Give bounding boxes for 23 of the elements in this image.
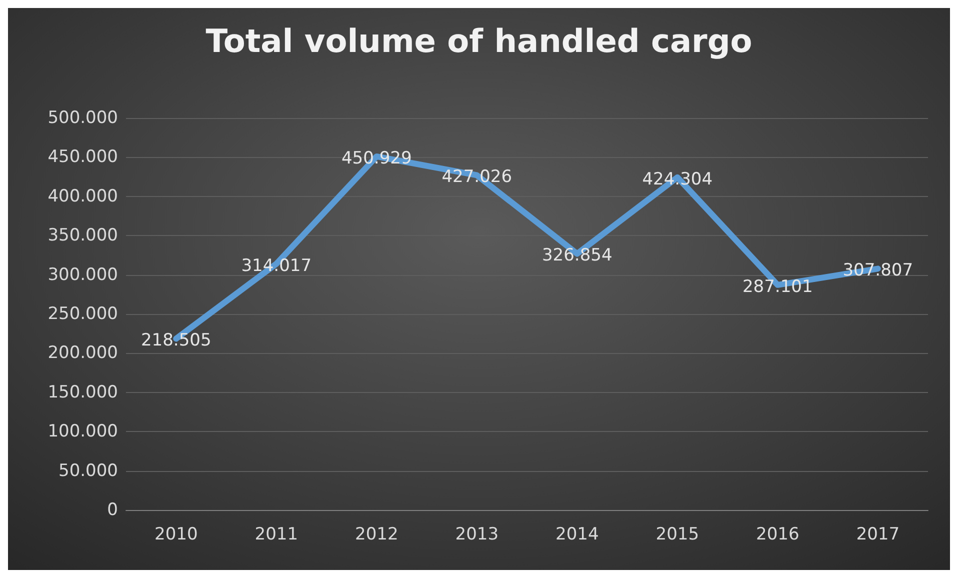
data-label: 218.505 [140, 330, 212, 351]
y-tick-label: 500.000 [48, 108, 118, 128]
y-tick-label: 50.000 [58, 460, 118, 481]
y-tick-label: 0 [107, 500, 118, 520]
x-tick-label: 2012 [354, 524, 398, 544]
data-label: 326.854 [542, 246, 612, 266]
y-tick-label: 200.000 [48, 343, 118, 364]
y-tick-label: 350.000 [48, 226, 118, 246]
y-tick-label: 100.000 [48, 422, 118, 442]
chart-title: Total volume of handled cargo [206, 22, 752, 60]
x-tick-label: 2010 [154, 524, 198, 544]
y-tick-label: 250.000 [48, 304, 118, 324]
x-tick-label: 2016 [756, 524, 800, 544]
x-tick-label: 2011 [254, 524, 298, 544]
y-tick-label: 450.000 [48, 147, 118, 168]
y-tick-label: 300.000 [48, 264, 118, 285]
x-tick-label: 2013 [455, 524, 499, 544]
x-tick-label: 2017 [856, 524, 900, 544]
data-label: 287.101 [742, 276, 813, 297]
x-tick-label: 2015 [656, 524, 700, 544]
y-tick-label: 150.000 [48, 382, 118, 402]
y-tick-label: 400.000 [48, 186, 118, 206]
x-tick-label: 2014 [555, 524, 599, 544]
